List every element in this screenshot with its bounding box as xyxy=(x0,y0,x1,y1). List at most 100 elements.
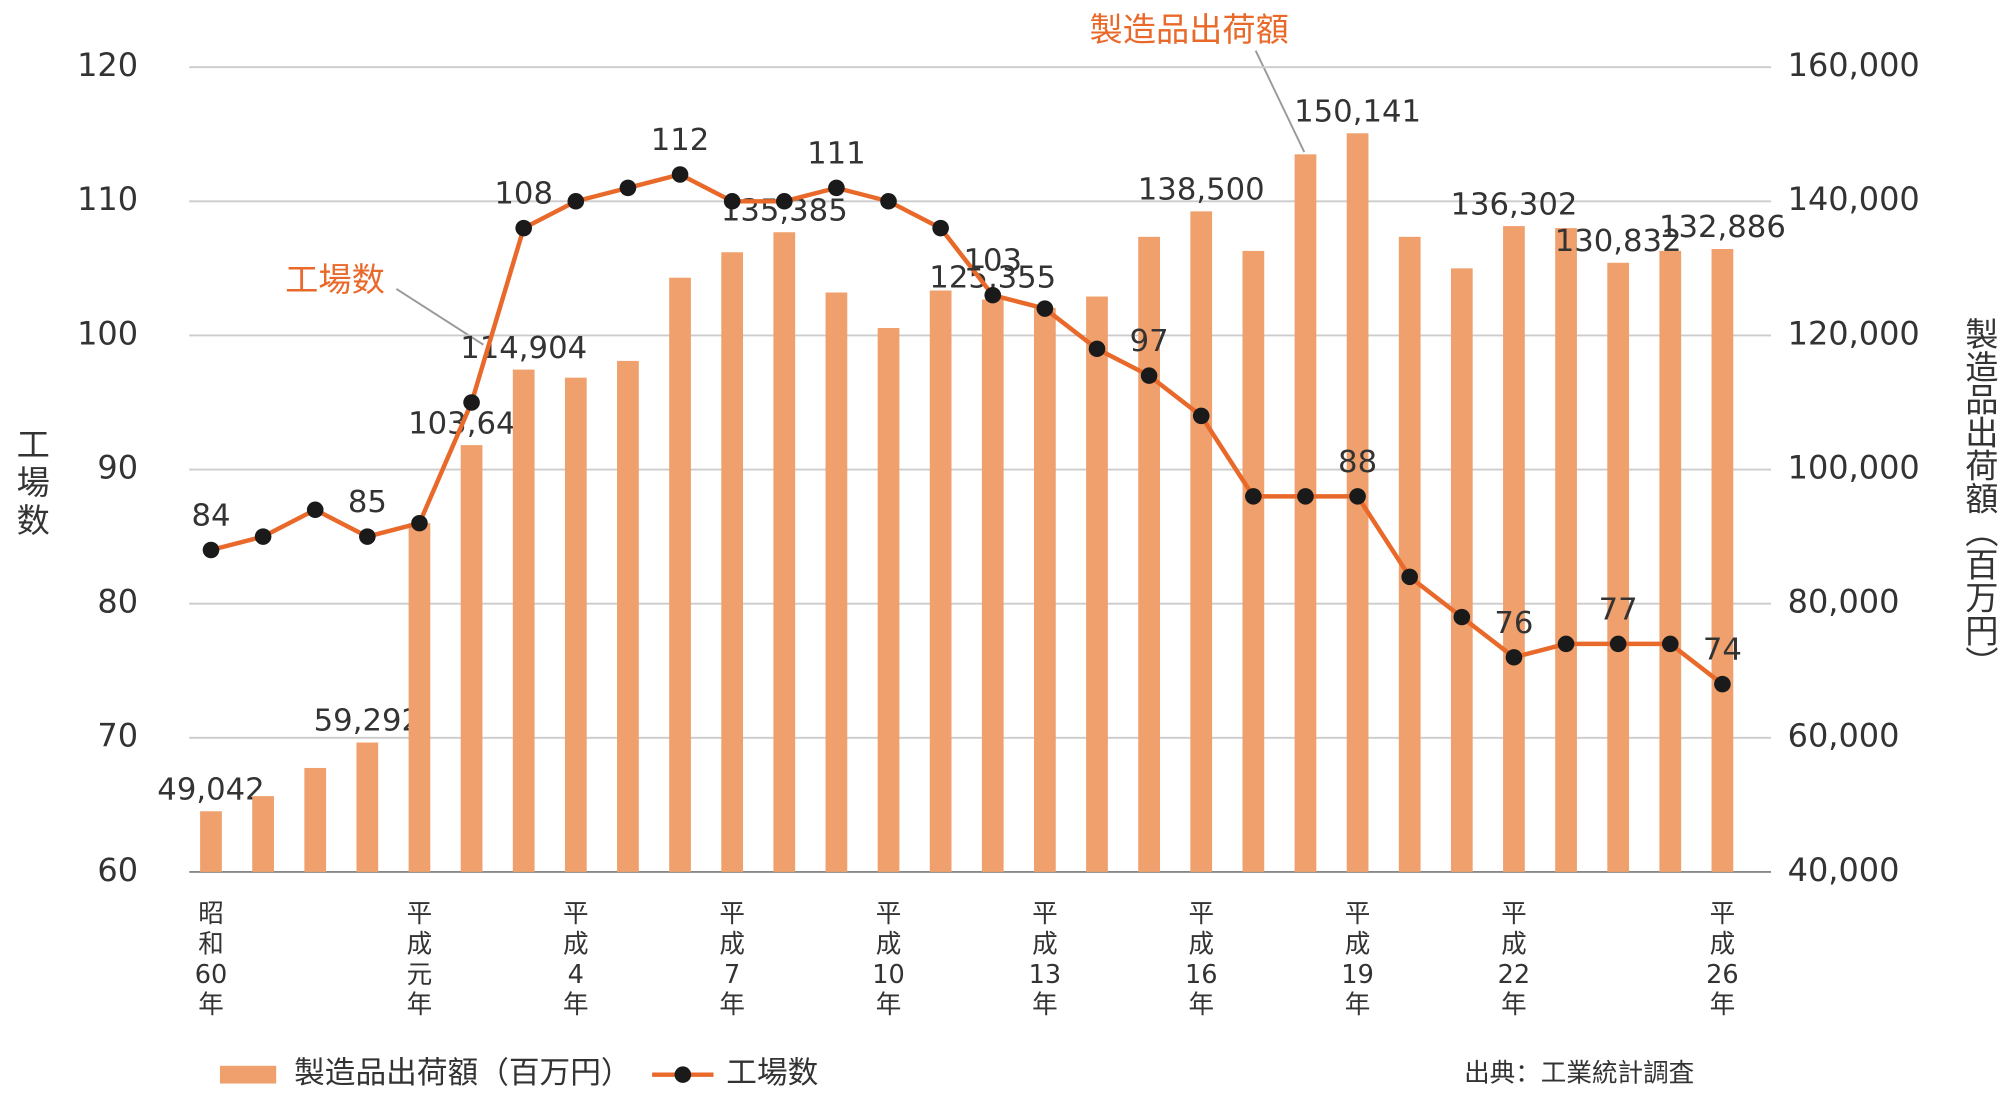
y2-axis-label: 製造品出荷額（百万円） xyxy=(1960,317,1999,679)
line-marker xyxy=(880,193,897,210)
line-value-label: 111 xyxy=(807,137,866,172)
line-value-label: 76 xyxy=(1494,606,1533,641)
line-marker xyxy=(1609,635,1627,653)
bar xyxy=(929,290,952,872)
y2-tick-label: 100,000 xyxy=(1788,449,1920,487)
bar xyxy=(200,811,222,872)
bar xyxy=(1086,296,1108,872)
line-marker xyxy=(1557,635,1575,653)
line-marker xyxy=(619,179,637,197)
line-value-label: 84 xyxy=(191,499,230,534)
bar xyxy=(1034,307,1056,872)
line-value-label: 85 xyxy=(348,485,387,520)
chart-body: 製造品出荷額 工場数 出典：工業統計調査 60 70 80 90 100 110 120 40… xyxy=(17,10,1999,1091)
line-marker xyxy=(411,514,428,532)
x-tick-label: 昭和 60 年 xyxy=(195,899,228,1020)
line-marker xyxy=(1088,340,1106,358)
bar xyxy=(304,767,327,872)
bar xyxy=(252,796,274,872)
x-tick-label: 平成 26 年 xyxy=(1706,899,1739,1020)
y-tick-label: 80 xyxy=(97,583,138,621)
bar xyxy=(512,369,535,872)
line-value-label: 103 xyxy=(963,244,1022,279)
bar-value-label: 114,904 xyxy=(460,331,587,366)
line-marker xyxy=(984,286,1002,304)
bar xyxy=(773,232,796,872)
line-marker xyxy=(1036,300,1054,317)
line-marker xyxy=(254,528,272,545)
bar xyxy=(1294,154,1317,872)
line-value-label: 108 xyxy=(494,177,553,212)
bar xyxy=(1503,226,1525,872)
line-marker xyxy=(515,219,533,237)
y-tick-label: 100 xyxy=(77,315,138,353)
line-marker xyxy=(1661,635,1679,653)
line-marker xyxy=(463,394,480,411)
legend-swatch xyxy=(219,1065,277,1084)
line-marker xyxy=(828,179,845,197)
x-tick-label: 平成 19 年 xyxy=(1341,899,1374,1020)
x-tick-label: 平成 16 年 xyxy=(1185,899,1218,1020)
y-tick-label: 110 xyxy=(77,180,138,218)
line-value-label: 112 xyxy=(651,123,710,158)
y2-tick-label: 40,000 xyxy=(1788,851,1900,889)
line-marker xyxy=(202,541,220,559)
line-value-label: 74 xyxy=(1703,633,1742,668)
line-value-label: 97 xyxy=(1130,324,1169,359)
bar-value-label: 136,302 xyxy=(1450,187,1577,222)
x-tick-label: 平成 7 年 xyxy=(719,899,745,1020)
bar xyxy=(1138,236,1160,872)
bar xyxy=(1450,268,1473,872)
line-marker xyxy=(567,193,585,210)
bar xyxy=(981,299,1004,872)
bar xyxy=(1711,248,1734,872)
legend-label: 製造品出荷額（百万円） xyxy=(294,1056,632,1091)
line-value-label: 77 xyxy=(1599,593,1638,628)
bar xyxy=(1398,236,1421,872)
line-marker xyxy=(1349,488,1366,505)
legend-swatch xyxy=(674,1066,692,1083)
bar xyxy=(1555,228,1577,872)
bar xyxy=(1190,211,1213,872)
line-marker xyxy=(1245,488,1262,505)
line-value-label: 88 xyxy=(1338,445,1377,480)
x-tick-label: 平成 22 年 xyxy=(1498,899,1531,1020)
line-marker xyxy=(1192,407,1210,425)
x-tick-label: 平成 4 年 xyxy=(563,899,589,1020)
bar xyxy=(825,292,848,872)
line-marker xyxy=(1140,367,1158,384)
y2-tick-label: 120,000 xyxy=(1788,315,1920,353)
annotation: 工場数 xyxy=(285,260,385,299)
y-tick-label: 60 xyxy=(97,851,138,889)
bar-value-label: 49,042 xyxy=(157,773,264,808)
line-marker xyxy=(306,501,324,519)
y-tick-label: 90 xyxy=(97,449,138,487)
line-marker xyxy=(359,528,376,545)
line-marker xyxy=(723,193,741,210)
line-marker xyxy=(775,193,793,210)
bar-value-label: 132,886 xyxy=(1659,210,1786,245)
bar xyxy=(356,742,379,872)
bar xyxy=(460,445,483,872)
y-tick-label: 120 xyxy=(77,46,138,84)
bar xyxy=(1607,262,1630,872)
line-marker xyxy=(1297,488,1314,505)
y2-tick-label: 140,000 xyxy=(1788,180,1920,218)
annotation: 製造品出荷額 xyxy=(1090,10,1289,49)
line-marker xyxy=(932,219,949,237)
line xyxy=(210,172,1724,686)
bar xyxy=(877,328,900,872)
line-marker xyxy=(1505,649,1523,666)
bar xyxy=(564,377,587,872)
bar xyxy=(617,360,639,872)
bar xyxy=(721,252,744,872)
y-tick-label: 70 xyxy=(97,717,138,755)
bar-value-label: 138,500 xyxy=(1138,173,1265,208)
x-tick-label: 平成 13 年 xyxy=(1029,899,1062,1020)
y2-tick-label: 60,000 xyxy=(1788,717,1900,755)
y2-tick-label: 80,000 xyxy=(1788,583,1900,621)
line-marker xyxy=(1714,675,1731,693)
legend-label: 工場数 xyxy=(726,1056,818,1091)
y2-tick-label: 160,000 xyxy=(1788,46,1920,84)
